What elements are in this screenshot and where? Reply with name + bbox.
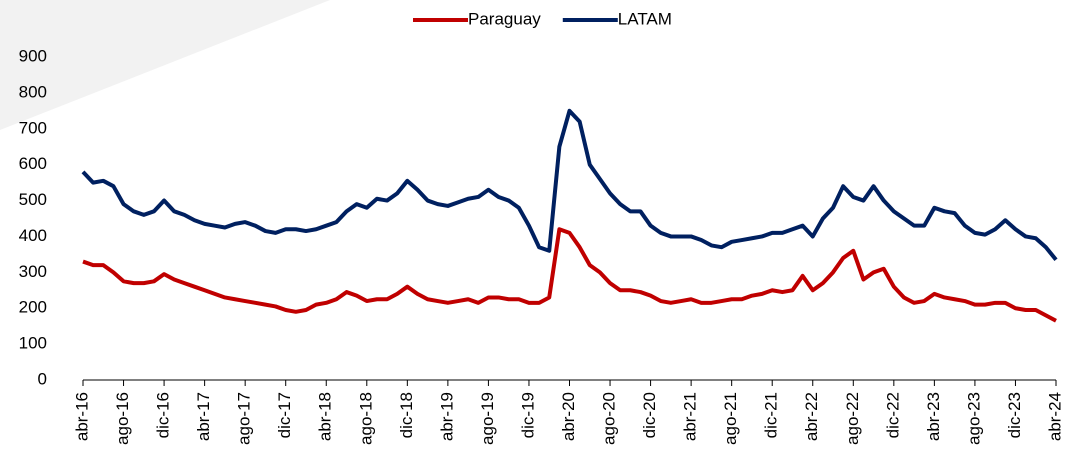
x-tick-label: ago-23 xyxy=(964,392,983,445)
x-tick-label: ago-22 xyxy=(843,392,862,445)
x-tick-label: ago-16 xyxy=(113,392,132,445)
line-series xyxy=(82,227,1057,323)
x-tick-label: dic-17 xyxy=(275,392,294,438)
x-tick-label: abr-16 xyxy=(72,392,91,441)
x-tick-label: abr-21 xyxy=(681,392,700,441)
legend-label: LATAM xyxy=(618,9,672,28)
x-tick-label: abr-17 xyxy=(194,392,213,441)
x-tick-label: abr-20 xyxy=(559,392,578,441)
x-tick-label: abr-23 xyxy=(924,392,943,441)
y-tick-label: 900 xyxy=(19,46,47,65)
y-tick-label: 800 xyxy=(19,82,47,101)
x-tick-label: abr-24 xyxy=(1045,392,1064,441)
x-tick-label: abr-18 xyxy=(316,392,335,441)
x-tick-label: dic-22 xyxy=(883,392,902,438)
x-tick-label: abr-22 xyxy=(802,392,821,441)
line-series xyxy=(81,108,1058,262)
x-tick-label: ago-20 xyxy=(600,392,619,445)
y-tick-label: 700 xyxy=(19,118,47,137)
x-tick-label: dic-20 xyxy=(640,392,659,438)
x-tick-label: ago-19 xyxy=(478,392,497,445)
y-tick-label: 300 xyxy=(19,262,47,281)
x-tick-label: ago-17 xyxy=(235,392,254,445)
y-tick-label: 0 xyxy=(38,369,47,388)
background-shape xyxy=(0,0,330,130)
x-tick-label: dic-19 xyxy=(518,392,537,438)
x-tick-label: abr-19 xyxy=(437,392,456,441)
x-tick-label: dic-23 xyxy=(1005,392,1024,438)
y-tick-label: 600 xyxy=(19,154,47,173)
y-tick-label: 100 xyxy=(19,334,47,353)
y-tick-label: 500 xyxy=(19,190,47,209)
x-tick-label: dic-21 xyxy=(762,392,781,438)
x-tick-label: ago-18 xyxy=(356,392,375,445)
x-tick-label: dic-18 xyxy=(397,392,416,438)
x-tick-label: dic-16 xyxy=(154,392,173,438)
legend-label: Paraguay xyxy=(468,9,541,28)
y-tick-label: 400 xyxy=(19,226,47,245)
x-tick-label: ago-21 xyxy=(721,392,740,445)
y-tick-label: 200 xyxy=(19,298,47,317)
